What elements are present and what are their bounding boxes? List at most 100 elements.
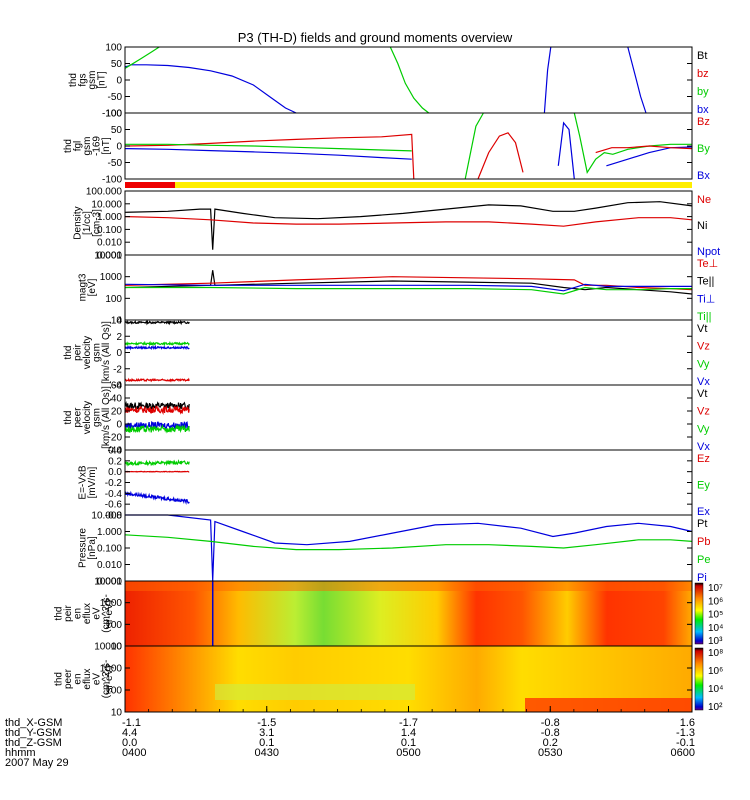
ephemeris-value: -1.3 [676,727,695,739]
density-legend-ni: Ni [697,220,707,232]
efield-ylabel: [mV/m] [87,466,98,498]
peir-series-vx [124,344,190,351]
temp-series-te [124,270,693,295]
ephemeris-value: 4.4 [122,727,137,739]
fgs-ytick-label: 50 [111,59,123,70]
ephemeris-value: -1.1 [122,717,141,729]
pressure-series-pi [125,514,693,582]
efield-legend-ey: Ey [697,480,710,492]
ephemeris-value: -1.5 [257,717,276,729]
fgs-series-bx [543,46,552,114]
ephemeris-value: 0500 [396,747,420,759]
fgs-ylabel: thd [68,73,79,87]
peir_spec-colorbar [694,582,704,645]
peir-legend-vy: Vy [697,358,710,370]
peir-legend-vt: Vt [697,323,707,335]
density-ylabel: [cm-3] [92,209,103,237]
efield-legend-ez: Ez [697,453,710,465]
ephemeris-value: -1.7 [399,717,418,729]
peir-ytick-label: 4 [116,316,122,327]
peer-frame [124,384,693,451]
peer-ytick-label: 40 [111,394,123,405]
ephemeris-label: hhmm [5,747,36,759]
efield-ytick-label: -0.6 [105,500,123,511]
density-legend-ne: Ne [697,194,711,206]
peer-ylabel: [km/s (All Qs)] [101,386,112,449]
density-ytick-label: 1.000 [97,212,122,223]
efield-ytick-label: 0.4 [108,446,122,457]
ephemeris-value: 1.6 [680,717,695,729]
fgl-series-by [573,112,692,174]
peir-frame [124,319,693,386]
peir_spec-colorbar-label: 10⁵ [708,610,723,621]
peir_spec-ylabel: thd [54,607,65,621]
fgs-series-by [124,46,160,69]
peir_spec-colorbar-label: 10⁷ [708,583,723,594]
fgl-series-bz [595,145,693,154]
efield-ytick-label: 0.2 [108,456,122,467]
ephemeris-value: 0.0 [122,737,137,749]
peir-spec-top-band [125,581,692,591]
pressure-ytick-label: 10.000 [91,511,122,522]
peir_spec-colorbar-label: 10³ [708,636,723,647]
peer_spec-ylabel: eV [92,673,103,686]
fgs-ytick-label: -50 [108,92,123,103]
peer_spec-colorbar-label: 10⁸ [708,648,723,659]
peir_spec-colorbar-label: 10⁴ [708,623,723,634]
ephemeris-value: 0.1 [259,737,274,749]
peer_spec-colorbar-label: 10⁴ [708,684,723,695]
fgs-frame [124,46,693,114]
efield-ytick-label: -0.4 [105,489,123,500]
ephemeris-value: -0.1 [676,737,695,749]
peer_spec-ylabel: en [73,673,84,684]
peer_spec-ylabel: eflux [82,668,93,689]
fgl-legend-bx: Bx [697,170,710,182]
peer_spec-colorbar-label: 10⁶ [708,666,723,677]
date-label: 2007 May 29 [5,757,69,769]
temp-ytick-label: 100 [105,294,122,305]
efield-ytick-label: 0.0 [108,467,122,478]
peir-ylabel: peir [73,343,84,360]
fgl-ylabel: [nT] [101,137,112,154]
peir-ytick-label: 2 [116,332,122,343]
peir_spec-spectrogram [125,581,692,646]
peer-ytick-label: 0 [116,420,122,431]
chart-title: P3 (TH-D) fields and ground moments over… [237,30,513,45]
density-ytick-label: 0.010 [97,238,122,249]
peir-series-vz [124,377,190,383]
ephemeris-value: 0530 [538,747,562,759]
pressure-legend-pt: Pt [697,518,707,530]
efield-ytick-label: -0.2 [105,478,123,489]
fgl-frame [124,112,693,180]
fgl-ytick-label: -50 [108,158,123,169]
peer_spec-ylabel: peer [63,668,74,689]
peir-ytick-label: -4 [113,381,122,392]
peir_spec-ylabel: eV [92,607,103,620]
pressure-ylabel: [nPa] [87,536,98,560]
peir-series-vy [124,340,190,347]
peir_spec-colorbar-label: 10⁶ [708,596,723,607]
ephemeris-value: -0.8 [541,727,560,739]
efield-series-ez [125,470,190,473]
peer_spec-colorbar [694,647,704,711]
fgl-ytick-label: 100 [105,109,122,120]
peer-legend-vx: Vx [697,441,710,453]
fgl-legend-bz: Bz [697,116,710,128]
peir_spec-ytick-label: 1000 [100,598,123,609]
fgs-legend-bt: Bt [697,50,707,62]
peer-ylabel: gsm [92,408,103,427]
peir-ylabel: velocity [82,336,93,369]
temp-legend-te: Te|| [697,276,714,288]
ephemeris-label: thd_Z-GSM [5,737,62,749]
density-ytick-label: 0.001 [97,251,122,262]
peer-legend-vz: Vz [697,406,710,418]
peir-ylabel: [km/s (All Qs)] [101,321,112,384]
peer-ylabel: thd [63,411,74,425]
pressure-series-pe [124,534,693,551]
efield-frame [124,449,693,516]
pressure-ytick-label: 1.000 [97,527,122,538]
peer_spec-ylabel: thd [54,672,65,686]
fgl-legend-by: By [697,143,710,155]
ephemeris-value: -0.8 [541,717,560,729]
